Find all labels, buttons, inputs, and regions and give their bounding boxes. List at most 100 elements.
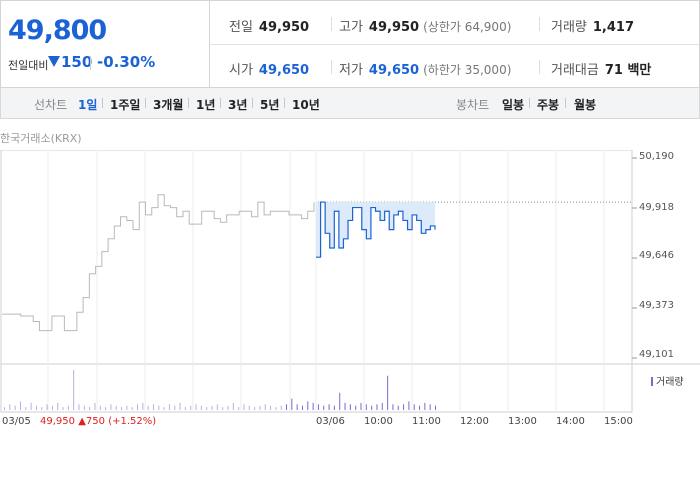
volume-bar — [4, 407, 5, 410]
y-tick-label: 49,646 — [639, 250, 674, 261]
volume-bar — [142, 402, 144, 410]
series-line-previous-day — [2, 194, 315, 332]
volume-bar — [333, 405, 335, 410]
tab-1-year[interactable]: 1년 — [196, 98, 216, 112]
volume-bar — [57, 402, 59, 410]
amount-value: 71 백만 — [604, 63, 652, 78]
down-arrow-icon — [48, 56, 60, 67]
volume-bar — [41, 407, 43, 410]
volume-bar — [403, 404, 405, 410]
volume: 거래량 1,417 — [551, 16, 634, 35]
prev-rate: (+1.52%) — [108, 416, 157, 427]
tab-1-week[interactable]: 1주일 — [110, 98, 141, 112]
volume-bar — [168, 404, 170, 410]
volume-bar — [328, 404, 330, 410]
change-label: 전일대비 — [8, 59, 49, 72]
volume-bar — [349, 404, 351, 410]
volume-bar — [99, 405, 101, 410]
prev-price: 49,950 — [40, 416, 76, 427]
volume-bar — [291, 398, 293, 410]
up-arrow-icon: ▲ — [78, 416, 86, 427]
open-label: 시가 — [229, 63, 253, 78]
chart-period-tabs: 선차트 1일 1주일 3개월 1년 3년 5년 10년 봉차트 일봉 주봉 월봉 — [0, 88, 700, 119]
volume-bar — [413, 404, 415, 410]
volume-bar — [323, 405, 325, 410]
volume-bar — [408, 401, 410, 410]
divider — [331, 17, 332, 31]
y-tick-label: 49,101 — [639, 349, 674, 360]
volume-label: 거래량 — [551, 20, 587, 35]
high-price: 고가 49,950 (상한가 64,900) — [339, 16, 511, 35]
upper-limit: (상한가 64,900) — [423, 20, 512, 34]
volume-legend: 거래량 — [651, 373, 684, 388]
volume-bar — [248, 405, 250, 410]
volume-bar — [222, 407, 224, 410]
volume-bar — [14, 405, 16, 410]
low-label: 저가 — [339, 63, 363, 78]
tab-1-day[interactable]: 1일 — [78, 98, 98, 112]
x-tick-label: 12:00 — [460, 416, 489, 427]
candle-chart-title: 봉차트 — [456, 98, 490, 112]
y-tick-label: 49,918 — [639, 202, 674, 213]
volume-bar — [62, 407, 64, 410]
volume-bar — [184, 407, 186, 410]
tab-weekly-candle[interactable]: 주봉 — [537, 98, 560, 112]
volume-bar — [365, 404, 367, 410]
volume-bar — [429, 404, 431, 410]
tab-monthly-candle[interactable]: 월봉 — [574, 98, 597, 112]
open-price: 시가 49,650 — [229, 59, 309, 78]
divider — [539, 60, 540, 74]
tab-5-years[interactable]: 5년 — [260, 98, 280, 112]
volume-bar — [211, 405, 213, 410]
volume-bar — [371, 405, 373, 410]
divider — [529, 98, 530, 108]
tab-10-years[interactable]: 10년 — [292, 98, 320, 112]
divider — [102, 98, 103, 108]
divider — [90, 56, 91, 70]
tab-3-months[interactable]: 3개월 — [153, 98, 184, 112]
volume-bar — [105, 407, 107, 410]
high-value: 49,950 — [368, 20, 420, 35]
volume-bar — [264, 404, 266, 410]
divider — [331, 60, 332, 74]
volume-bar — [397, 405, 399, 410]
volume-bar — [46, 404, 48, 410]
volume-bar — [19, 401, 21, 410]
volume-bar — [275, 407, 277, 410]
high-label: 고가 — [339, 20, 363, 35]
low-value: 49,650 — [368, 63, 420, 78]
price-chart — [0, 150, 700, 413]
x-tick-label: 11:00 — [412, 416, 441, 427]
divider — [565, 98, 566, 108]
volume-bar — [206, 407, 208, 410]
volume-bar — [254, 407, 256, 410]
volume-bar — [110, 404, 112, 410]
divider — [220, 98, 221, 108]
volume-bar — [163, 407, 165, 410]
volume-bar — [317, 404, 319, 410]
trade-amount: 거래대금 71 백만 — [551, 59, 651, 78]
tab-3-years[interactable]: 3년 — [228, 98, 248, 112]
divider — [210, 44, 699, 45]
volume-bar — [392, 404, 394, 410]
x-tick-label: 10:00 — [364, 416, 393, 427]
prev-day-summary: 03/05 49,950 ▲750 (+1.52%) — [2, 416, 156, 427]
x-tick-label: 03/06 — [316, 416, 345, 427]
volume-bar — [9, 404, 11, 410]
tab-daily-candle[interactable]: 일봉 — [502, 98, 525, 112]
volume-bar — [419, 405, 421, 410]
prev-close-label: 전일 — [229, 20, 253, 35]
volume-bar — [296, 404, 298, 410]
series-area-today — [316, 202, 435, 258]
volume-bar — [435, 405, 436, 410]
divider — [539, 17, 540, 31]
volume-bar — [280, 405, 282, 410]
volume-bar — [355, 405, 357, 410]
volume-bar — [78, 404, 80, 410]
current-price: 49,800 — [8, 15, 107, 46]
volume-bar — [35, 405, 37, 410]
volume-bar — [137, 404, 139, 410]
change-value: 150 — [61, 53, 93, 71]
volume-bar — [301, 405, 303, 410]
volume-bar — [51, 405, 53, 410]
